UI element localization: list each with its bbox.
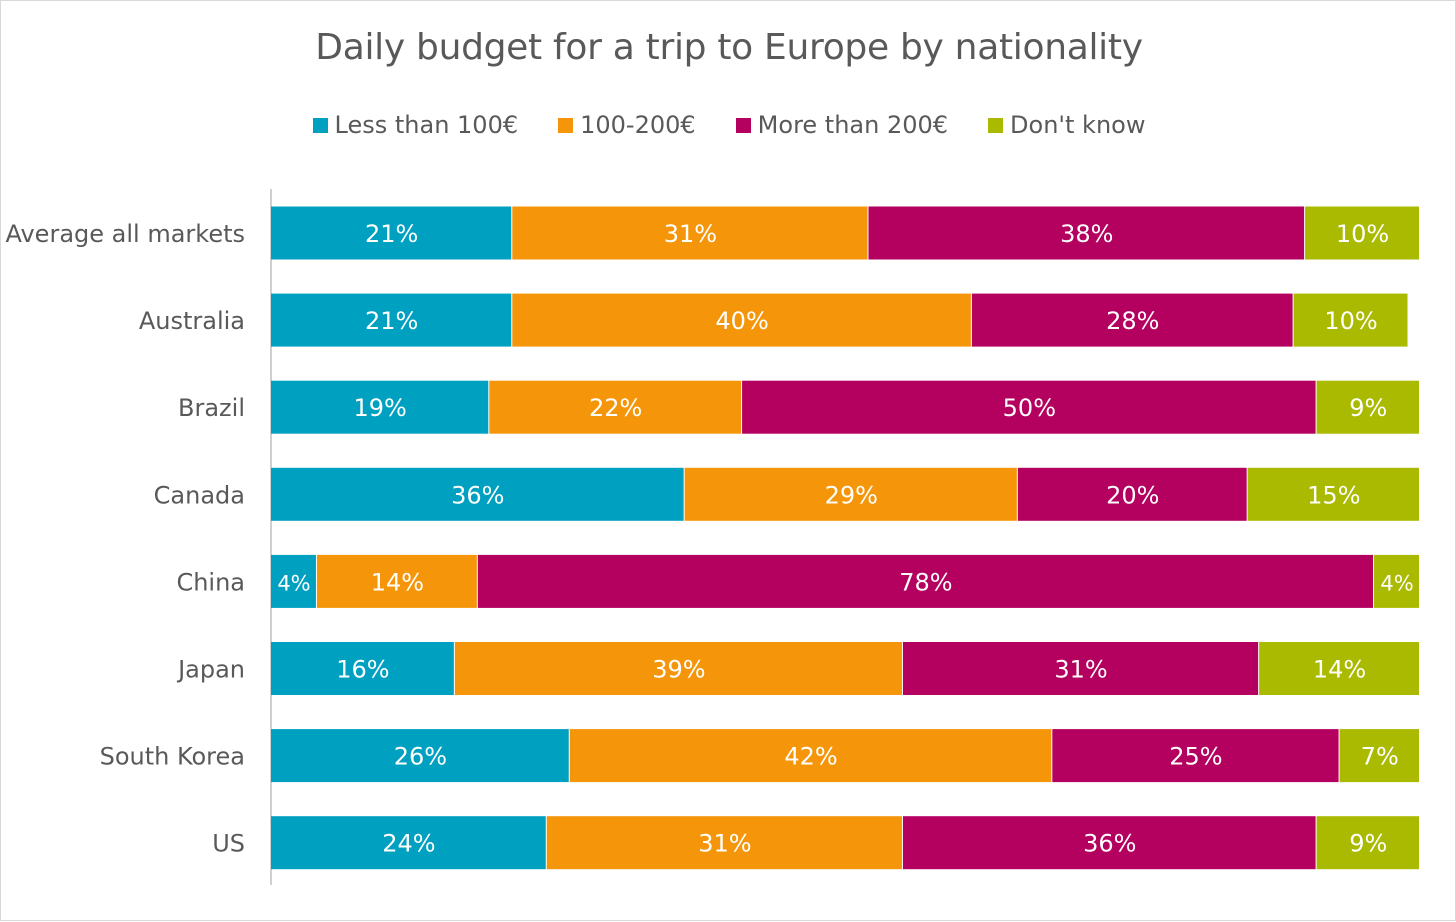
bar-segment bbox=[271, 467, 684, 521]
legend-label: 100-200€ bbox=[580, 111, 696, 139]
data-label: 38% bbox=[1060, 220, 1113, 248]
bar-segment bbox=[902, 642, 1259, 695]
category-label: Canada bbox=[154, 481, 245, 509]
bar-segment bbox=[316, 554, 477, 608]
data-label: 10% bbox=[1324, 307, 1377, 335]
data-label: 31% bbox=[664, 220, 717, 248]
data-label: 15% bbox=[1307, 481, 1360, 509]
bar-segment bbox=[477, 554, 1374, 608]
legend-item: 100-200€ bbox=[558, 111, 696, 139]
bar-segment bbox=[1247, 467, 1419, 521]
data-label: 28% bbox=[1106, 307, 1159, 335]
data-label: 14% bbox=[1313, 656, 1366, 684]
bar-segment bbox=[512, 206, 868, 260]
bar-segment bbox=[1017, 467, 1247, 521]
category-label: US bbox=[212, 830, 245, 858]
bar-segment bbox=[1305, 206, 1419, 260]
data-label: 25% bbox=[1169, 743, 1222, 771]
bar-segment bbox=[868, 206, 1305, 260]
bar-segment bbox=[489, 380, 742, 434]
data-label: 22% bbox=[589, 394, 642, 422]
category-label: South Korea bbox=[100, 743, 245, 771]
data-label: 14% bbox=[371, 568, 424, 596]
data-label: 9% bbox=[1349, 394, 1387, 422]
bar-segment bbox=[1259, 642, 1419, 695]
data-label: 29% bbox=[825, 481, 878, 509]
bar-segment bbox=[902, 816, 1316, 870]
data-label: 4% bbox=[1380, 571, 1413, 595]
category-label: Japan bbox=[176, 656, 245, 684]
bar-segment bbox=[742, 380, 1316, 434]
data-label: 20% bbox=[1106, 481, 1159, 509]
data-label: 21% bbox=[365, 307, 418, 335]
category-label: Australia bbox=[139, 307, 245, 335]
legend-swatch bbox=[558, 117, 574, 133]
bar-segment bbox=[1293, 293, 1408, 347]
legend-swatch bbox=[988, 117, 1004, 133]
bar-segment bbox=[971, 293, 1293, 347]
legend-swatch bbox=[312, 117, 328, 133]
bar-segment bbox=[271, 642, 454, 695]
bar-segment bbox=[512, 293, 971, 347]
bar-segment bbox=[546, 816, 902, 870]
legend-item: Don't know bbox=[988, 111, 1145, 139]
data-label: 31% bbox=[698, 830, 751, 858]
data-label: 4% bbox=[277, 571, 310, 595]
bar-segment bbox=[271, 554, 316, 608]
data-label: 78% bbox=[899, 568, 952, 596]
bar-segment bbox=[1339, 729, 1419, 783]
data-label: 24% bbox=[382, 830, 435, 858]
bar-segment bbox=[1316, 816, 1419, 870]
data-label: 21% bbox=[365, 220, 418, 248]
bar-segment bbox=[1316, 380, 1419, 434]
bar-segment bbox=[271, 729, 569, 783]
data-label: 19% bbox=[353, 394, 406, 422]
data-label: 26% bbox=[394, 743, 447, 771]
data-label: 39% bbox=[652, 656, 705, 684]
legend: Less than 100€ 100-200€ More than 200€ Don'… bbox=[1, 111, 1456, 139]
data-label: 31% bbox=[1054, 656, 1107, 684]
bar-segment bbox=[1052, 729, 1339, 783]
category-label: China bbox=[176, 568, 245, 596]
bar-segment bbox=[271, 293, 512, 347]
data-label: 9% bbox=[1349, 830, 1387, 858]
legend-item: More than 200€ bbox=[735, 111, 949, 139]
bar-segment bbox=[271, 816, 546, 870]
chart-title: Daily budget for a trip to Europe by nat… bbox=[315, 27, 1143, 68]
bar-segment bbox=[684, 467, 1017, 521]
bar-segment bbox=[454, 642, 902, 695]
bar-segment bbox=[1374, 554, 1419, 608]
data-label: 10% bbox=[1336, 220, 1389, 248]
bar-segment bbox=[271, 380, 489, 434]
legend-label: Don't know bbox=[1010, 111, 1146, 139]
data-label: 7% bbox=[1361, 743, 1399, 771]
category-label: Brazil bbox=[178, 394, 245, 422]
category-label: Average all markets bbox=[5, 220, 245, 248]
legend-label: Less than 100€ bbox=[334, 111, 519, 139]
legend-swatch bbox=[735, 117, 751, 133]
data-label: 36% bbox=[451, 481, 504, 509]
data-label: 42% bbox=[784, 743, 837, 771]
legend-item: Less than 100€ bbox=[312, 111, 519, 139]
bar-segment bbox=[271, 206, 512, 260]
legend-label: More than 200€ bbox=[757, 111, 949, 139]
data-label: 16% bbox=[336, 656, 389, 684]
data-label: 40% bbox=[715, 307, 768, 335]
data-label: 50% bbox=[1003, 394, 1056, 422]
bar-segment bbox=[569, 729, 1052, 783]
data-label: 36% bbox=[1083, 830, 1136, 858]
